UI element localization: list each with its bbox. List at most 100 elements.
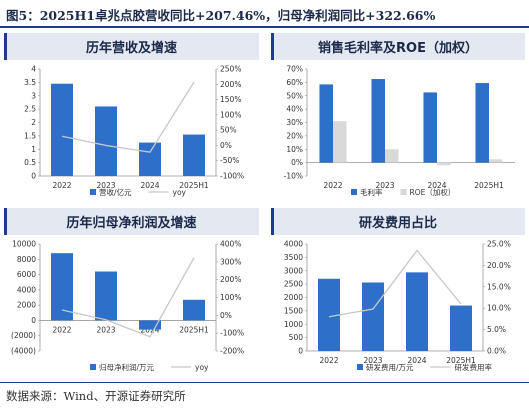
- line-series-yoy: [61, 81, 195, 153]
- revenue-chart: 0 0.5 1 1.5 2 2.5 3 3.5 4 -100% -50% 0% 50% 100% 150% 2…: [24, 65, 244, 198]
- category-label: 2023: [363, 356, 382, 365]
- left-tick-label: 2: [31, 118, 36, 127]
- net-profit-chart: (4000) (2000) 0 2000 4000 6000 8000 10000 -200% -…: [11, 240, 244, 373]
- left-tick-label: 1: [31, 145, 36, 154]
- legend-label: 毛利率: [360, 187, 383, 197]
- bar-2024: [139, 142, 161, 176]
- panel-header: 历年归母净利润及增速: [4, 208, 259, 235]
- category-label: 2022: [52, 325, 71, 334]
- line-series-研发费用率: [328, 249, 462, 318]
- bar-2024: [437, 162, 451, 166]
- right-tick-label: 20.0%: [487, 261, 511, 270]
- bar-2023: [95, 106, 117, 176]
- left-tick-label: 4: [31, 65, 36, 74]
- bar-2024: [423, 92, 437, 163]
- panel-accent: [4, 33, 7, 60]
- figure-title: 图5：2025H1卓兆点胶营收同比+207.46%，归母净利润同比+322.66…: [6, 8, 436, 23]
- left-tick-label: 2500: [284, 280, 303, 289]
- left-tick-label: 50%: [286, 91, 303, 100]
- panel-accent: [271, 33, 274, 60]
- chart-title: 历年营收及增速: [85, 41, 177, 56]
- legend-label: yoy: [173, 188, 187, 197]
- left-tick-label: 0: [31, 172, 36, 181]
- legend-swatch: [357, 364, 363, 370]
- left-tick-label: 40%: [286, 105, 303, 114]
- category-label: 2025H1: [474, 181, 504, 190]
- bar-2024: [139, 320, 161, 330]
- left-tick-label: 8000: [17, 255, 36, 264]
- legend-label: 营收/亿元: [99, 187, 132, 197]
- bar-2025h1: [489, 159, 503, 163]
- left-tick-label: 0%: [291, 158, 303, 167]
- bar-2025h1: [183, 299, 205, 321]
- right-tick-label: 5.0%: [487, 325, 506, 334]
- bar-2022: [51, 83, 73, 176]
- left-tick-label: 1.5: [24, 131, 36, 140]
- panel-header: 研发费用占比: [271, 208, 525, 235]
- left-tick-label: 3000: [284, 266, 303, 275]
- bar-2023: [95, 271, 117, 321]
- right-tick-label: 0%: [220, 311, 232, 320]
- bar-2025h1: [183, 134, 205, 176]
- left-tick-label: 1000: [284, 320, 303, 329]
- left-tick-label: 30%: [286, 118, 303, 127]
- category-label: 2023: [96, 325, 115, 334]
- category-label: 2025H1: [446, 356, 476, 365]
- right-tick-label: 10.0%: [487, 304, 511, 313]
- right-tick-label: 0%: [220, 141, 232, 150]
- right-tick-label: -100%: [220, 172, 244, 181]
- category-label: 2024: [140, 181, 159, 190]
- legend-label: 研发费用/万元: [366, 362, 414, 372]
- margin-roe-chart-panel: 销售毛利率及ROE（加权） -10% 0% 10% 20% 30% 40% 50% 60% 70…: [271, 33, 525, 205]
- category-label: 2022: [52, 181, 71, 190]
- left-tick-label: 2000: [17, 301, 36, 310]
- rd-expense-chart-panel: 研发费用占比 0 500 1000 1500 2000 2500 3000 3500 4000 0…: [271, 208, 525, 380]
- net-profit-chart-panel: 历年归母净利润及增速 (4000) (2000) 0 2000 4000 6000 8000…: [4, 208, 259, 380]
- right-tick-label: -200%: [220, 347, 244, 356]
- left-tick-label: 60%: [286, 78, 303, 87]
- margin-roe-chart: -10% 0% 10% 20% 30% 40% 50% 60% 70% 2022 2023 2024 2…: [284, 65, 515, 197]
- left-tick-label: 20%: [286, 131, 303, 140]
- right-tick-label: 50%: [220, 126, 237, 135]
- left-tick-label: 0: [31, 316, 36, 325]
- bar-2022: [318, 278, 340, 351]
- chart-title: 研发费用占比: [358, 216, 437, 231]
- bottom-rule: [0, 382, 529, 383]
- bar-2022: [51, 253, 73, 321]
- panel-header: 销售毛利率及ROE（加权）: [271, 33, 525, 60]
- left-tick-label: 1500: [284, 306, 303, 315]
- right-tick-label: 300%: [220, 257, 241, 266]
- category-label: 2023: [96, 181, 115, 190]
- panel-header: 历年营收及增速: [4, 33, 259, 60]
- bar-2022: [333, 121, 347, 163]
- category-label: 2022: [323, 181, 342, 190]
- panel-accent: [271, 208, 274, 235]
- left-tick-label: 10000: [12, 240, 36, 249]
- bar-2025h1: [475, 83, 489, 163]
- legend-label: yoy: [195, 363, 209, 372]
- line-series-yoy: [61, 257, 195, 338]
- category-label: 2024: [427, 181, 446, 190]
- right-tick-label: 200%: [220, 275, 241, 284]
- bar-2024: [406, 272, 428, 351]
- panel-accent: [4, 208, 7, 235]
- legend-swatch: [400, 189, 407, 195]
- category-label: 2024: [407, 356, 426, 365]
- revenue-chart-panel: 历年营收及增速 0 0.5 1 1.5 2 2.5 3 3.5 4 -100% -50% 0% 50% 1…: [4, 33, 259, 205]
- left-tick-label: 0.5: [24, 158, 36, 167]
- left-tick-label: 3: [31, 91, 36, 100]
- right-tick-label: 15.0%: [487, 282, 511, 291]
- left-tick-label: 4000: [284, 240, 303, 249]
- category-label: 2025H1: [179, 325, 209, 334]
- left-tick-label: (2000): [11, 331, 36, 340]
- right-tick-label: 150%: [220, 95, 241, 104]
- left-tick-label: 2.5: [24, 105, 36, 114]
- right-tick-label: 100%: [220, 110, 241, 119]
- left-tick-label: 6000: [17, 270, 36, 279]
- rd-expense-chart: 0 500 1000 1500 2000 2500 3000 3500 4000 0.0% 5.0%…: [284, 240, 511, 373]
- left-tick-label: 3.5: [24, 78, 36, 87]
- category-label: 2024: [140, 325, 159, 334]
- left-tick-label: 0: [298, 347, 303, 356]
- category-label: 2025H1: [179, 181, 209, 190]
- top-rule: [0, 26, 529, 28]
